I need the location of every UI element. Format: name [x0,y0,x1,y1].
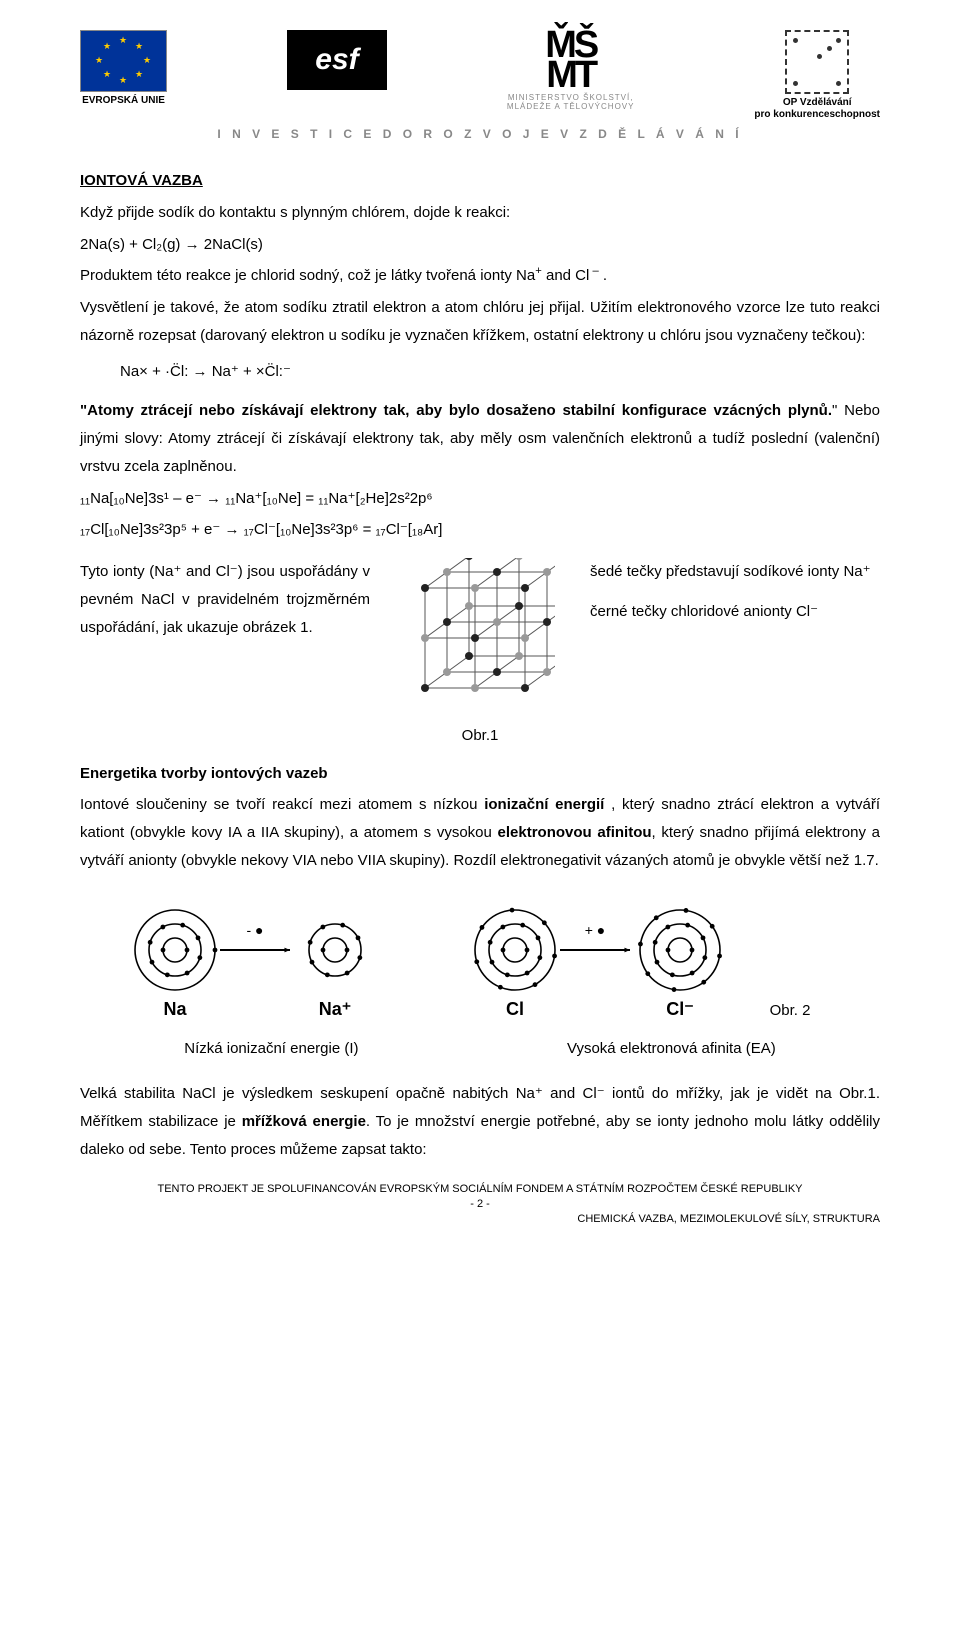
quote-paragraph: "Atomy ztrácejí nebo získávají elektrony… [80,397,880,480]
svg-text:Cl: Cl [506,999,524,1019]
header-tagline: I N V E S T I C E D O R O Z V O J E V Z … [80,127,880,141]
paragraph-2: Produktem této reakce je chlorid sodný, … [80,262,880,290]
opvk-icon [785,30,849,94]
section-2-title: Energetika tvorby iontových vazeb [80,765,328,782]
msmt-symbol: M̌ŠMT [545,30,596,91]
msmt-logo: M̌ŠMT MINISTERSTVO ŠKOLSTVÍ, MLÁDEŽE A T… [507,30,635,112]
equation-1: 2Na(s) + Cl₂(g) → 2NaCl(s) [80,231,880,259]
footer-page: - 2 - [80,1197,880,1212]
svg-text:- ●: - ● [246,922,263,938]
page-container: ★ ★ ★ ★ ★ ★ ★ ★ EVROPSKÁ UNIE esf M̌ŠMT … [0,0,960,1248]
figure-1-label: Obr.1 [395,722,565,750]
lattice-diagram-container: Obr.1 [395,558,565,750]
eu-flag-icon: ★ ★ ★ ★ ★ ★ ★ ★ [80,30,167,92]
eu-label: EVROPSKÁ UNIE [82,95,165,107]
paragraph-3: Vysvětlení je takové, že atom sodíku ztr… [80,294,880,350]
svg-text:Na⁺: Na⁺ [319,999,352,1019]
eu-logo: ★ ★ ★ ★ ★ ★ ★ ★ EVROPSKÁ UNIE [80,30,167,107]
svg-text:+ ●: + ● [585,922,606,938]
lattice-left-text: Tyto ionty (Na⁺ and Cl⁻) jsou uspořádány… [80,558,370,641]
paragraph-4: Iontové sloučeniny se tvoří reakcí mezi … [80,791,880,874]
lattice-right-text: šedé tečky představují sodíkové ionty Na… [590,558,880,626]
svg-text:Cl⁻: Cl⁻ [666,999,694,1019]
opvk-line1: OP Vzdělávání [783,97,852,109]
caption-right: Vysoká elektronová afinita (EA) [567,1035,776,1063]
paragraph-1: Když přijde sodík do kontaktu s plynným … [80,199,880,227]
config-1: ₁₁Na[₁₀Ne]3s¹ – e⁻ → ₁₁Na⁺[₁₀Ne] = ₁₁Na⁺… [80,485,880,513]
opvk-line2: pro konkurenceschopnost [754,109,880,121]
equation-2: Na× + ·C̈l: → Na⁺ + ×C̈l:⁻ [120,358,880,386]
diagram-captions: Nízká ionizační energie (I) Vysoká elekt… [80,1035,880,1063]
caption-left: Nízká ionizační energie (I) [184,1035,358,1063]
footer: TENTO PROJEKT JE SPOLUFINANCOVÁN EVROPSK… [80,1182,880,1228]
svg-text:Obr. 2: Obr. 2 [770,1002,811,1019]
main-content: IONTOVÁ VAZBA Když přijde sodík do konta… [80,167,880,1164]
svg-text:Na: Na [163,999,187,1019]
footer-right: CHEMICKÁ VAZBA, MEZIMOLEKULOVÉ SÍLY, STR… [80,1212,880,1227]
esf-logo: esf [287,30,387,93]
lattice-diagram-icon [405,558,555,708]
paragraph-5: Velká stabilita NaCl je výsledkem seskup… [80,1080,880,1163]
footer-line1: TENTO PROJEKT JE SPOLUFINANCOVÁN EVROPSK… [80,1182,880,1197]
msmt-line2: MLÁDEŽE A TĚLOVÝCHOVY [507,102,635,112]
lattice-row: Tyto ionty (Na⁺ and Cl⁻) jsou uspořádány… [80,558,880,750]
esf-icon: esf [287,30,387,90]
atom-diagram-icon: Na - ● Na⁺ Cl + ● Cl⁻ Obr. 2 [120,895,840,1025]
msmt-line1: MINISTERSTVO ŠKOLSTVÍ, [508,93,634,103]
section-title: IONTOVÁ VAZBA [80,172,203,189]
header-logos-row: ★ ★ ★ ★ ★ ★ ★ ★ EVROPSKÁ UNIE esf M̌ŠMT … [80,30,880,121]
electron-transfer-diagram: Na - ● Na⁺ Cl + ● Cl⁻ Obr. 2 [80,895,880,1025]
opvk-logo: OP Vzdělávání pro konkurenceschopnost [754,30,880,121]
config-2: ₁₇Cl[₁₀Ne]3s²3p⁵ + e⁻ → ₁₇Cl⁻[₁₀Ne]3s²3p… [80,516,880,544]
